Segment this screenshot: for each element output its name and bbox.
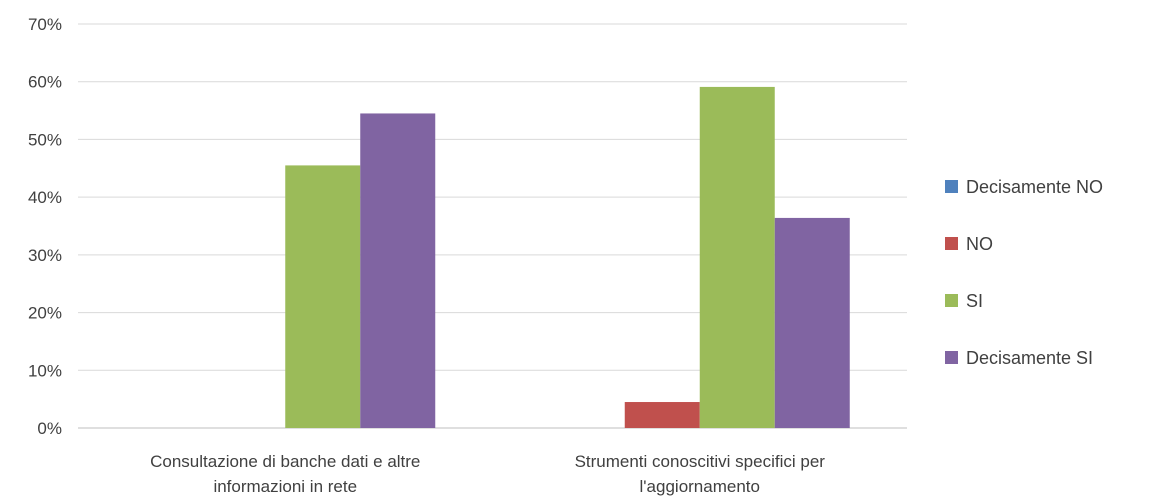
legend-swatch — [945, 180, 958, 193]
bars — [285, 86, 850, 428]
legend-item: SI — [945, 291, 983, 311]
y-axis-ticks: 0% 10% 20% 30% 40% 50% 60% 70% — [28, 15, 62, 438]
y-tick-label: 70% — [28, 15, 62, 34]
legend-swatch — [945, 237, 958, 250]
y-tick-label: 10% — [28, 361, 62, 380]
legend-label: SI — [966, 291, 983, 311]
y-tick-label: 50% — [28, 130, 62, 149]
x-axis-category-labels: Consultazione di banche dati e altre info… — [150, 452, 825, 496]
bar — [699, 86, 775, 428]
y-tick-label: 40% — [28, 188, 62, 207]
bar — [360, 113, 436, 428]
legend: Decisamente NO NO SI Decisamente SI — [945, 177, 1103, 368]
gridlines — [78, 23, 907, 429]
legend-swatch — [945, 351, 958, 364]
legend-swatch — [945, 294, 958, 307]
legend-item: NO — [945, 234, 993, 254]
legend-label: NO — [966, 234, 993, 254]
bar — [285, 165, 361, 428]
y-tick-label: 20% — [28, 304, 62, 323]
bar — [774, 217, 850, 428]
y-tick-label: 0% — [37, 419, 62, 438]
legend-item: Decisamente SI — [945, 348, 1093, 368]
x-category-label: Consultazione di banche dati e altre info… — [150, 452, 420, 496]
legend-label: Decisamente SI — [966, 348, 1093, 368]
y-tick-label: 60% — [28, 73, 62, 92]
legend-item: Decisamente NO — [945, 177, 1103, 197]
x-category-label: Strumenti conoscitivi specifici per l'agg… — [575, 452, 826, 496]
legend-label: Decisamente NO — [966, 177, 1103, 197]
y-tick-label: 30% — [28, 246, 62, 265]
bar — [624, 402, 700, 428]
